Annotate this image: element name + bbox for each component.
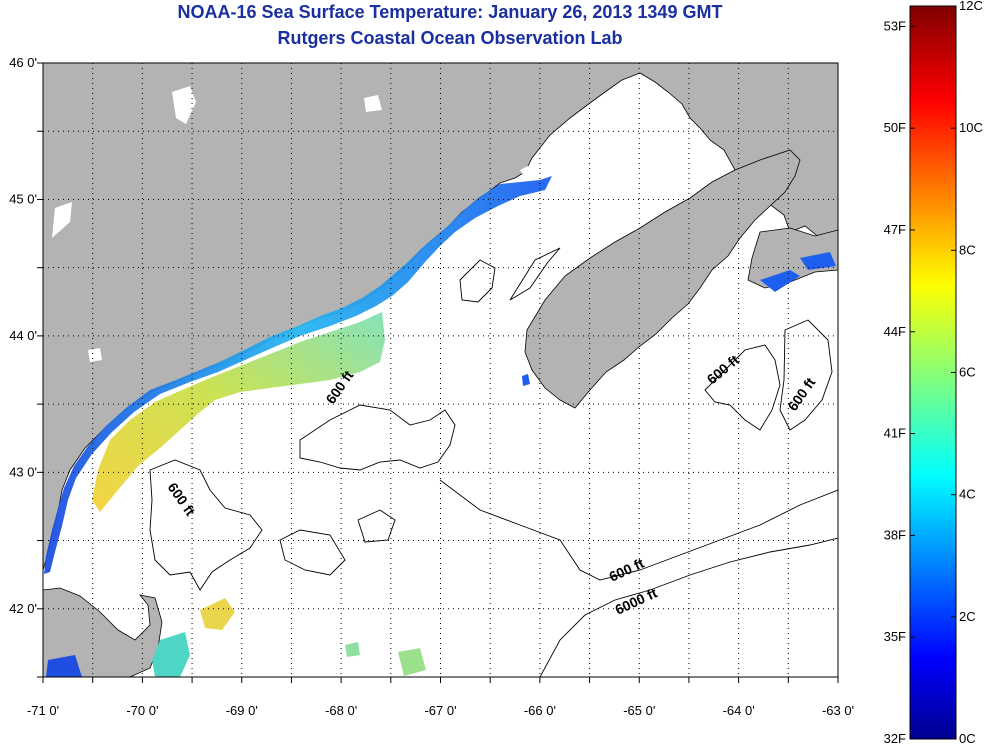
y-tick-label: 43 0' bbox=[9, 464, 37, 479]
x-tick-label: -69 0' bbox=[226, 703, 258, 718]
map-subtitle: Rutgers Coastal Ocean Observation Lab bbox=[277, 28, 623, 48]
contour-600ft-scotian-1 bbox=[704, 344, 781, 431]
fahrenheit-label: 44F bbox=[884, 324, 906, 339]
x-tick-label: -65 0' bbox=[623, 703, 655, 718]
lake bbox=[520, 160, 548, 186]
celsius-label: 6C bbox=[959, 365, 976, 380]
contour-inner-3 bbox=[279, 529, 346, 576]
sst-patch bbox=[200, 598, 235, 630]
depth-contours bbox=[149, 247, 838, 677]
celsius-label: 8C bbox=[959, 242, 976, 257]
fahrenheit-label: 41F bbox=[884, 426, 906, 441]
celsius-label: 10C bbox=[959, 120, 983, 135]
sst-patch bbox=[345, 642, 360, 657]
x-tick-label: -64 0' bbox=[723, 703, 755, 718]
x-tick-label: -71 0' bbox=[27, 703, 59, 718]
fahrenheit-label: 32F bbox=[884, 731, 906, 746]
lake bbox=[52, 202, 72, 238]
x-tick-label: -68 0' bbox=[325, 703, 357, 718]
contour-600ft-west bbox=[149, 459, 263, 591]
map-axes: -71 0' -70 0' -69 0' -68 0' -67 0' -66 0' -65 … bbox=[9, 55, 854, 718]
contour-inner-4 bbox=[357, 509, 396, 543]
lake bbox=[88, 348, 102, 362]
lake bbox=[172, 86, 196, 124]
contour-inner bbox=[459, 259, 496, 303]
land-cape-breton bbox=[747, 227, 838, 289]
colorbar bbox=[909, 5, 957, 740]
x-tick-label: -63 0' bbox=[822, 703, 854, 718]
sst-patch bbox=[522, 374, 530, 386]
contour-6000ft bbox=[539, 537, 838, 677]
contour-600ft-gulf bbox=[299, 404, 456, 471]
colorbar-labels: 12C 10C 8C 6C 4C 2C 0C 53F 50F 47F 44F 41F 38F 35F 32F bbox=[884, 0, 983, 746]
x-tick-label: -66 0' bbox=[524, 703, 556, 718]
celsius-label: 4C bbox=[959, 487, 976, 502]
lake bbox=[364, 95, 382, 112]
sst-patch bbox=[800, 252, 836, 270]
celsius-label: 2C bbox=[959, 609, 976, 624]
contour-600ft-georges bbox=[439, 479, 838, 581]
contour-inner-2 bbox=[509, 247, 561, 301]
y-tick-label: 45 0' bbox=[9, 191, 37, 206]
fahrenheit-label: 38F bbox=[884, 527, 906, 542]
sst-patch bbox=[760, 270, 800, 292]
land-nova-scotia bbox=[524, 149, 801, 409]
y-tick-label: 44 0' bbox=[9, 328, 37, 343]
fahrenheit-label: 53F bbox=[884, 18, 906, 33]
fahrenheit-label: 47F bbox=[884, 222, 906, 237]
map-title: NOAA-16 Sea Surface Temperature: January… bbox=[177, 2, 723, 22]
x-tick-label: -70 0' bbox=[126, 703, 158, 718]
fahrenheit-label: 50F bbox=[884, 120, 906, 135]
sst-patch bbox=[398, 648, 426, 676]
fahrenheit-label: 35F bbox=[884, 629, 906, 644]
x-tick-label: -67 0' bbox=[424, 703, 456, 718]
y-tick-label: 42 0' bbox=[9, 601, 37, 616]
contour-600ft-scotian-2 bbox=[779, 319, 833, 431]
sst-warm-patch bbox=[92, 312, 385, 512]
land-cape-cod bbox=[43, 587, 163, 677]
y-tick-label: 46 0' bbox=[9, 55, 37, 70]
celsius-label: 0C bbox=[959, 731, 976, 746]
sst-patch bbox=[152, 632, 190, 677]
sst-patch bbox=[46, 655, 82, 677]
celsius-label: 12C bbox=[959, 0, 983, 13]
